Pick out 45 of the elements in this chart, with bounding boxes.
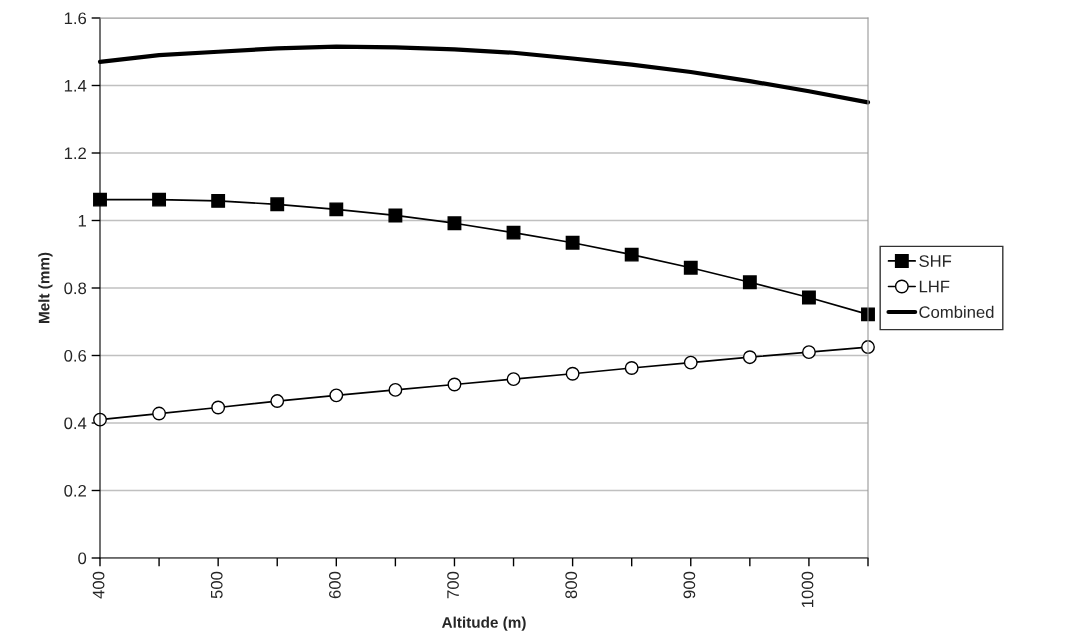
- point: [565, 366, 580, 381]
- legend-label: SHF: [919, 255, 952, 267]
- y-tick-label: 0.2: [64, 484, 86, 497]
- point: [270, 197, 285, 212]
- legend-label: LHF: [919, 280, 950, 293]
- x-tick-label: 700: [447, 571, 459, 599]
- point: [742, 350, 757, 365]
- y-tick-label: 1.4: [64, 80, 87, 92]
- y-tick-label: 0: [78, 552, 87, 565]
- x-tick-label: 900: [683, 571, 696, 599]
- y-tick-label: 0.6: [64, 349, 87, 362]
- x-axis-title: Altitude (m): [441, 616, 526, 631]
- y-tick-label: 0.4: [64, 417, 87, 430]
- point: [152, 192, 167, 207]
- point: [388, 382, 403, 397]
- x-tick-label: 500: [210, 571, 223, 599]
- point: [388, 208, 403, 223]
- point: [801, 345, 816, 360]
- y-tick-label: 1: [78, 215, 86, 227]
- point: [683, 355, 698, 370]
- point: [742, 275, 757, 290]
- y-tick-label: 0.8: [64, 282, 87, 295]
- point: [624, 247, 639, 262]
- y-tick-label: 1.6: [64, 12, 87, 25]
- point: [506, 372, 521, 387]
- point: [270, 394, 285, 409]
- point: [329, 388, 344, 403]
- y-axis-title: Melt (mm): [38, 252, 53, 324]
- legend-label: Combined: [919, 305, 994, 319]
- point: [152, 406, 167, 421]
- point: [211, 400, 226, 415]
- point: [683, 260, 698, 275]
- point: [447, 216, 462, 231]
- point: [565, 235, 580, 250]
- point: [211, 193, 226, 208]
- point: [506, 225, 521, 240]
- x-tick-label: 800: [565, 571, 578, 599]
- point: [447, 377, 462, 392]
- y-tick-label: 1.2: [64, 147, 86, 160]
- point: [624, 361, 639, 375]
- x-tick-label: 1000: [801, 571, 814, 607]
- point: [329, 202, 344, 217]
- x-tick-label: 600: [328, 571, 341, 599]
- x-tick-label: 400: [92, 571, 105, 599]
- point: [801, 290, 816, 305]
